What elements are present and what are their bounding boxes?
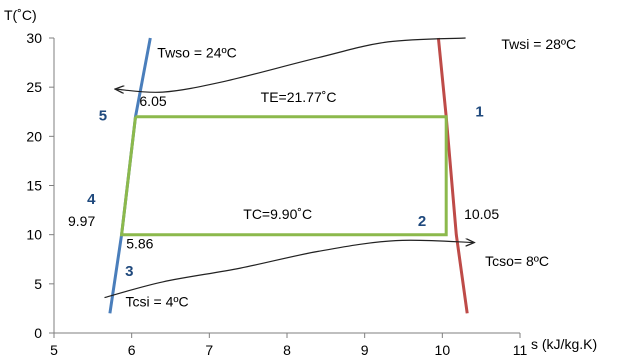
pt-3-label: 3	[125, 263, 133, 280]
y-tick-label: 15	[26, 178, 42, 194]
pt-1-label: 1	[475, 104, 483, 121]
pt-2-label: 2	[418, 213, 426, 230]
y-tick-label: 10	[26, 227, 42, 243]
cold-flow-series	[104, 240, 474, 299]
x-tick-label: 6	[128, 342, 136, 358]
s-5-86-label: 5.86	[126, 235, 153, 251]
x-axis-ticks: 5 6 7 8 9 10 11	[50, 333, 527, 358]
x-tick-label: 5	[50, 342, 58, 358]
te-label: TE=21.77˚C	[261, 89, 337, 105]
y-tick-label: 20	[26, 128, 42, 144]
x-tick-label: 7	[205, 342, 213, 358]
y-tick-label: 0	[34, 325, 42, 341]
twso-label: Twso = 24ºC	[157, 45, 236, 61]
y-axis-ticks: 0 5 10 15 20 25 30	[26, 30, 54, 341]
y-axis-label: T(˚C)	[4, 7, 37, 23]
y-tick-label: 30	[26, 30, 42, 46]
x-axis-label: s (kJ/kg.K)	[531, 336, 597, 352]
s-9-97-label: 9.97	[68, 213, 95, 229]
annotation-layer: Twso = 24ºC Twsi = 28ºC TE=21.77˚C TC=9.90˚…	[68, 36, 576, 310]
cycle-series	[119, 115, 448, 237]
tcso-label: Tcso= 8ºC	[485, 253, 549, 269]
x-tick-label: 9	[361, 342, 369, 358]
y-tick-label: 25	[26, 79, 42, 95]
right-curve-series	[436, 37, 469, 314]
pt-5-label: 5	[99, 108, 107, 125]
warm-flow-series	[116, 37, 466, 92]
x-tick-label: 10	[435, 342, 451, 358]
s-6-05-label: 6.05	[139, 93, 166, 109]
y-tick-label: 5	[34, 276, 42, 292]
x-tick-label: 11	[513, 342, 528, 358]
twsi-label: Twsi = 28ºC	[501, 36, 576, 52]
series-layer	[104, 37, 474, 314]
tc-label: TC=9.90˚C	[243, 206, 312, 222]
tcsi-label: Tcsi = 4ºC	[126, 293, 189, 309]
x-tick-label: 8	[283, 342, 291, 358]
pt-4-label: 4	[87, 191, 96, 208]
s-10-05-label: 10.05	[464, 206, 499, 222]
